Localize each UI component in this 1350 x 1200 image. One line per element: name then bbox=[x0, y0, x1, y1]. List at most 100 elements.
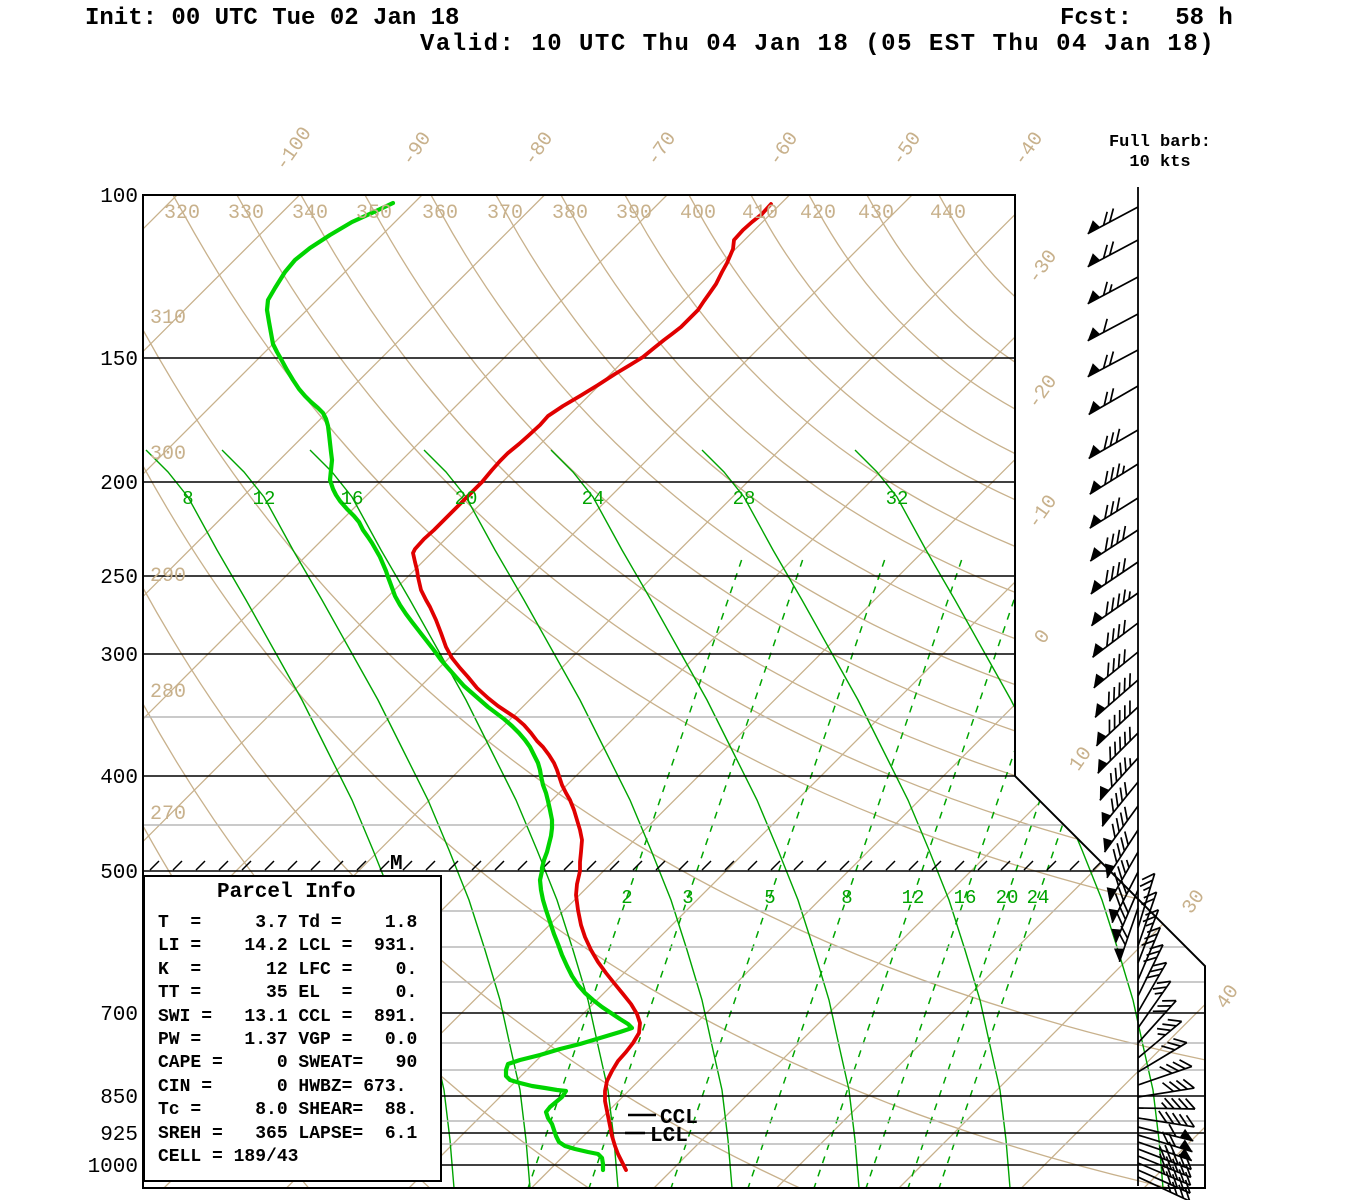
moist-adiabat-label: 12 bbox=[253, 488, 276, 510]
isotherm-label: -100 bbox=[271, 123, 317, 176]
mixing-ratio-label: 20 bbox=[996, 887, 1019, 909]
moist-adiabat-label: 8 bbox=[182, 488, 193, 510]
wind-barb bbox=[1137, 1131, 1193, 1153]
pressure-tick-label: 300 bbox=[100, 645, 138, 668]
dry-adiabat-label: 340 bbox=[292, 202, 328, 225]
isotherm-label: -30 bbox=[1024, 246, 1063, 289]
wind-barb bbox=[1088, 428, 1139, 460]
wind-barb bbox=[1137, 1146, 1193, 1171]
wind-barb bbox=[1113, 907, 1139, 963]
wind-barb bbox=[1108, 871, 1139, 924]
dry-adiabat-label: 330 bbox=[228, 202, 264, 225]
wind-barb bbox=[1137, 1162, 1192, 1187]
parcel-info-row: TT = 35 EL = 0. bbox=[158, 983, 418, 1004]
mixing-ratio-labels: 2 3 5 8 12 16 20 24 bbox=[621, 887, 1049, 909]
wind-barb bbox=[1137, 1097, 1196, 1110]
forecast-hour-label: Fcst: 58 h bbox=[1060, 5, 1233, 32]
dry-adiabat-label: 310 bbox=[150, 307, 186, 330]
isotherm-label: -90 bbox=[398, 128, 437, 171]
parcel-info-title: Parcel Info bbox=[217, 881, 356, 904]
dry-adiabat-label: 370 bbox=[487, 202, 523, 225]
wind-barb bbox=[1087, 239, 1139, 268]
wind-barb-legend: Full barb: 10 kts bbox=[1095, 133, 1225, 173]
wind-barb bbox=[1101, 781, 1139, 827]
parcel-info-row: PW = 1.37 VGP = 0.0 bbox=[158, 1030, 418, 1051]
dry-adiabat-label: 420 bbox=[800, 202, 836, 225]
isotherm-label: -80 bbox=[520, 128, 559, 171]
wind-barb bbox=[1137, 1176, 1191, 1200]
pressure-tick-label: 200 bbox=[100, 473, 138, 496]
wind-barb bbox=[1087, 349, 1139, 378]
wind-barb bbox=[1106, 851, 1139, 902]
temperature-trace bbox=[411, 202, 773, 1172]
wind-barb bbox=[1137, 1078, 1195, 1098]
mixing-ratio-label: 3 bbox=[682, 887, 693, 909]
wind-barb bbox=[1087, 206, 1139, 235]
wind-barb bbox=[1088, 385, 1139, 416]
wind-barb bbox=[1137, 980, 1172, 1029]
wind-barb bbox=[1090, 558, 1139, 595]
parcel-info-row: SWI = 13.1 CCL = 891. bbox=[158, 1006, 418, 1027]
wind-barb bbox=[1137, 908, 1160, 964]
m-marker: M bbox=[390, 853, 403, 876]
dry-adiabat-labels: 320 330 340 350 360 370 380 390 400 410 420 430 440 3… bbox=[150, 202, 966, 826]
wind-barb bbox=[1089, 525, 1139, 562]
pressure-tick-label: 1000 bbox=[88, 1156, 138, 1179]
pressure-tick-label: 150 bbox=[100, 349, 138, 372]
parcel-info-row: SREH = 365 LAPSE= 6.1 bbox=[158, 1123, 418, 1144]
wind-barbs bbox=[1087, 187, 1196, 1200]
wind-barb bbox=[1089, 463, 1139, 495]
mixing-ratio-label: 2 bbox=[621, 887, 632, 909]
wind-barb bbox=[1090, 589, 1139, 627]
wind-barb bbox=[1137, 943, 1164, 997]
plot-border bbox=[142, 194, 1206, 1189]
svg-text:LCL: LCL bbox=[650, 1125, 688, 1148]
hatch-marks bbox=[149, 860, 1103, 871]
wind-barb bbox=[1137, 999, 1177, 1044]
pressure-tick-label: 100 bbox=[100, 186, 138, 209]
mixing-ratio-label: 8 bbox=[841, 887, 852, 909]
moist-adiabat-labels: 8 12 16 20 24 28 32 bbox=[182, 488, 908, 510]
pressure-tick-label: 850 bbox=[100, 1087, 138, 1110]
wind-barb bbox=[1137, 1123, 1194, 1142]
moist-adiabat-label: 32 bbox=[886, 488, 909, 510]
dry-adiabat-label: 270 bbox=[150, 803, 186, 826]
dry-adiabat-label: 350 bbox=[356, 202, 392, 225]
parcel-info-row: K = 12 LFC = 0. bbox=[158, 959, 418, 980]
mixing-ratio-label: 24 bbox=[1027, 887, 1050, 909]
ccl-marker: CCL bbox=[628, 1107, 698, 1130]
dry-adiabat-label: 380 bbox=[552, 202, 588, 225]
wind-barb bbox=[1089, 497, 1139, 529]
parcel-info-row: CAPE = 0 SWEAT= 90 bbox=[158, 1053, 418, 1074]
wind-barb bbox=[1137, 1018, 1183, 1059]
wind-barb bbox=[1137, 1169, 1191, 1194]
dry-adiabat-label: 440 bbox=[930, 202, 966, 225]
wind-barb bbox=[1097, 726, 1139, 774]
moist-adiabat-label: 20 bbox=[455, 488, 478, 510]
isotherm-label: 10 bbox=[1065, 743, 1098, 776]
isotherm-label: -70 bbox=[643, 128, 682, 171]
wind-barb bbox=[1091, 619, 1139, 658]
wind-barb bbox=[1137, 872, 1156, 929]
dry-adiabat-label: 390 bbox=[616, 202, 652, 225]
dry-adiabat-label: 430 bbox=[858, 202, 894, 225]
pressure-tick-label: 250 bbox=[100, 567, 138, 590]
dry-adiabat-label: 280 bbox=[150, 681, 186, 704]
init-time-label: Init: 00 UTC Tue 02 Jan 18 bbox=[85, 5, 460, 32]
wind-barb bbox=[1137, 961, 1168, 1013]
isotherm-label: 40 bbox=[1212, 981, 1245, 1014]
wind-barb bbox=[1137, 1153, 1192, 1179]
parcel-info-row: LI = 14.2 LCL = 931. bbox=[158, 936, 418, 957]
valid-time-label: Valid: 10 UTC Thu 04 Jan 18 (05 EST Thu … bbox=[420, 31, 1216, 58]
wind-barb bbox=[1103, 805, 1139, 853]
pressure-tick-label: 400 bbox=[100, 767, 138, 790]
wind-barb bbox=[1087, 276, 1139, 305]
wind-barb bbox=[1137, 1037, 1188, 1073]
dewpoint-trace bbox=[264, 200, 635, 1173]
dry-adiabat-label: 360 bbox=[422, 202, 458, 225]
wind-barb-legend-line1: Full barb: bbox=[1108, 133, 1212, 152]
moist-adiabat-label: 28 bbox=[733, 488, 756, 510]
isotherm-label: 0 bbox=[1030, 626, 1056, 649]
moist-adiabat-label: 24 bbox=[582, 488, 605, 510]
